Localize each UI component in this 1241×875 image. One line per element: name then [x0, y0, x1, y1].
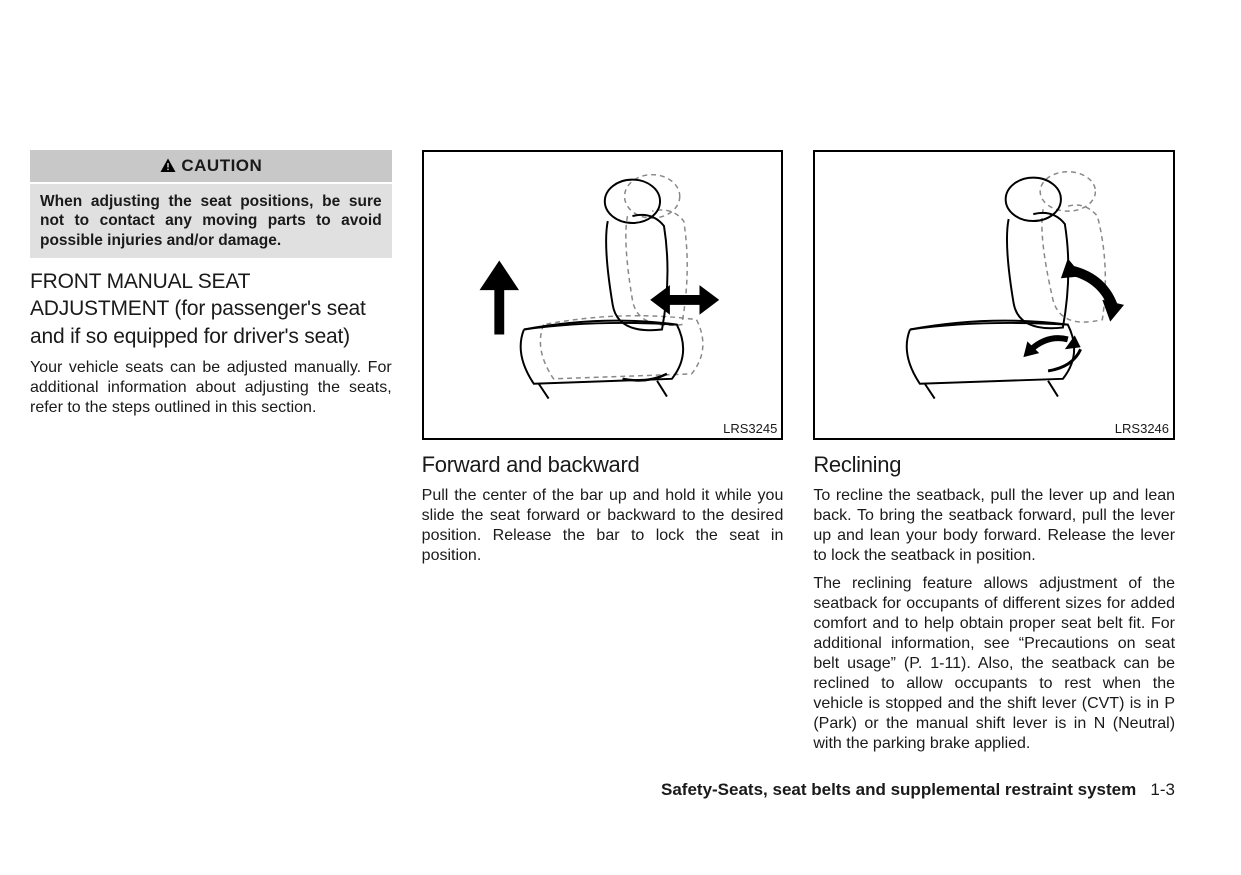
page-footer: Safety-Seats, seat belts and supplementa… — [661, 780, 1175, 800]
caution-header: CAUTION — [30, 150, 392, 182]
body-reclining-2: The reclining feature allows adjustment … — [813, 574, 1175, 754]
footer-section: Safety-Seats, seat belts and supplementa… — [661, 780, 1136, 799]
subheading-reclining: Reclining — [813, 452, 1175, 478]
figure-label: LRS3246 — [1115, 421, 1169, 436]
figure-forward-backward: LRS3245 — [422, 150, 784, 440]
manual-page: CAUTION When adjusting the seat position… — [30, 150, 1175, 754]
caution-header-text: CAUTION — [181, 156, 262, 176]
warning-triangle-icon — [159, 157, 177, 175]
subheading-forward-backward: Forward and backward — [422, 452, 784, 478]
figure-label: LRS3245 — [723, 421, 777, 436]
arrow-lever-icon — [1032, 338, 1068, 349]
caution-body-text: When adjusting the seat positions, be su… — [30, 184, 392, 258]
column-right: LRS3246 Reclining To recline the seatbac… — [813, 150, 1175, 754]
arrow-up-icon — [479, 260, 518, 334]
body-forward-backward: Pull the center of the bar up and hold i… — [422, 486, 784, 566]
footer-page-number: 1-3 — [1150, 780, 1175, 799]
figure-reclining: LRS3246 — [813, 150, 1175, 440]
column-middle: LRS3245 Forward and backward Pull the ce… — [422, 150, 784, 754]
column-left: CAUTION When adjusting the seat position… — [30, 150, 392, 754]
body-reclining-1: To recline the seatback, pull the lever … — [813, 486, 1175, 566]
section-body: Your vehicle seats can be adjusted manua… — [30, 358, 392, 418]
seat-slide-illustration-icon — [424, 152, 782, 438]
section-title: FRONT MANUAL SEAT ADJUSTMENT (for passen… — [30, 268, 392, 350]
seat-recline-illustration-icon — [815, 152, 1173, 438]
